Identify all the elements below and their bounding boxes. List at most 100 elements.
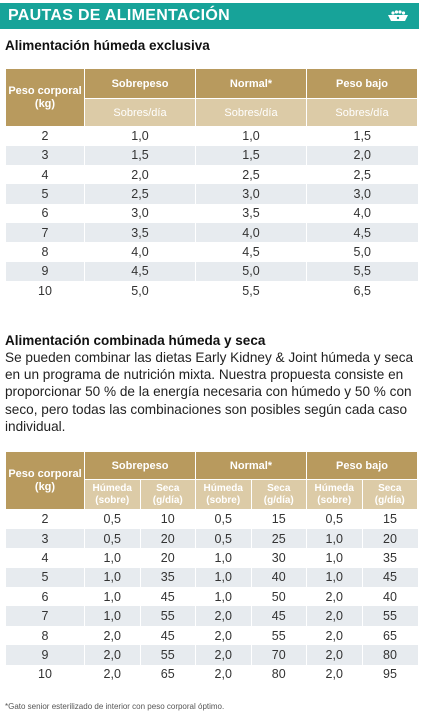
section1-title: Alimentación húmeda exclusiva — [5, 38, 210, 53]
table-cell: 0,5 — [84, 509, 140, 529]
table-cell: 1,0 — [306, 567, 362, 588]
table-cell: 6 — [5, 587, 85, 607]
mixed-feeding-table: Peso corporal (kg) Sobrepeso Normal* Pes… — [5, 451, 418, 685]
table-row: 7 3,5 4,0 4,5 — [5, 222, 418, 243]
table-cell: 1,0 — [84, 567, 140, 588]
table-cell: 55 — [250, 625, 307, 646]
group-header: Peso bajo — [306, 451, 418, 480]
table-cell: 2,0 — [195, 625, 251, 646]
table-cell: 35 — [139, 567, 196, 588]
table-cell: 8 — [5, 242, 85, 262]
table-cell: 4,5 — [306, 222, 418, 243]
table-cell: 7 — [5, 222, 85, 243]
sub-header: Sobres/día — [84, 98, 196, 127]
table-cell: 6,5 — [306, 280, 418, 301]
table-cell: 1,0 — [306, 528, 362, 549]
table-cell: 4,0 — [306, 203, 418, 223]
table-cell: 2,5 — [306, 165, 418, 185]
footnote: *Gato senior esterilizado de interior co… — [5, 702, 225, 711]
table-cell: 0,5 — [195, 528, 251, 549]
sub-header: Sobres/día — [195, 98, 307, 127]
group-header: Peso bajo — [306, 68, 418, 99]
table-row: 9 2,0 55 2,0 70 2,0 80 — [5, 645, 418, 665]
table-cell: 45 — [139, 625, 196, 646]
wet-feeding-table: Peso corporal (kg) Sobrepeso Normal* Pes… — [5, 68, 418, 301]
table-row: 6 1,0 45 1,0 50 2,0 40 — [5, 587, 418, 607]
table-cell: 5,0 — [195, 261, 307, 281]
table-cell: 3,5 — [195, 203, 307, 223]
table-cell: 40 — [250, 567, 307, 588]
table-cell: 70 — [250, 645, 307, 665]
table-cell: 20 — [361, 528, 418, 549]
sub-header: Húmeda (sobre) — [306, 479, 363, 510]
table-cell: 80 — [361, 645, 418, 665]
sub-header: Seca (g/día) — [139, 479, 196, 510]
table-row: 6 3,0 3,5 4,0 — [5, 203, 418, 223]
section2-paragraph: Se pueden combinar las dietas Early Kidn… — [5, 350, 414, 434]
table-cell: 3,0 — [195, 184, 307, 204]
table-cell: 2,0 — [195, 645, 251, 665]
table-cell: 2,0 — [306, 606, 362, 626]
table-cell: 2,0 — [306, 587, 362, 607]
table-cell: 1,5 — [84, 145, 196, 166]
table-cell: 2,0 — [306, 145, 418, 166]
table-cell: 40 — [361, 587, 418, 607]
table-cell: 1,0 — [195, 548, 251, 568]
table-row: 3 0,5 20 0,5 25 1,0 20 — [5, 528, 418, 549]
table-row: 7 1,0 55 2,0 45 2,0 55 — [5, 606, 418, 626]
table-cell: 2,5 — [84, 184, 196, 204]
table-cell: 20 — [139, 528, 196, 549]
table-cell: 15 — [250, 509, 307, 529]
table-cell: 2,0 — [195, 664, 251, 685]
table-cell: 0,5 — [84, 528, 140, 549]
table-cell: 0,5 — [306, 509, 362, 529]
group-header: Sobrepeso — [84, 451, 196, 480]
table-cell: 4,0 — [84, 242, 196, 262]
table-row: 3 1,5 1,5 2,0 — [5, 145, 418, 166]
table-cell: 3 — [5, 145, 85, 166]
table-cell: 2,0 — [306, 625, 362, 646]
sub-header: Sobres/día — [306, 98, 418, 127]
table-cell: 1,0 — [306, 548, 362, 568]
table-row: 4 1,0 20 1,0 30 1,0 35 — [5, 548, 418, 568]
table-cell: 80 — [250, 664, 307, 685]
table-cell: 2 — [5, 126, 85, 146]
table-row: 5 2,5 3,0 3,0 — [5, 184, 418, 204]
table-cell: 55 — [361, 606, 418, 626]
table-cell: 45 — [139, 587, 196, 607]
table-row: 10 2,0 65 2,0 80 2,0 95 — [5, 664, 418, 685]
table-cell: 5,0 — [306, 242, 418, 262]
table-cell: 95 — [361, 664, 418, 685]
table-cell: 4,5 — [84, 261, 196, 281]
table-cell: 55 — [139, 645, 196, 665]
table-cell: 2,5 — [195, 165, 307, 185]
table-row: 8 4,0 4,5 5,0 — [5, 242, 418, 262]
table-cell: 2,0 — [84, 625, 140, 646]
table-cell: 3,0 — [84, 203, 196, 223]
group-header: Normal* — [195, 68, 307, 99]
sub-header: Seca (g/día) — [361, 479, 418, 510]
table-cell: 3,5 — [84, 222, 196, 243]
table-cell: 30 — [250, 548, 307, 568]
table-cell: 2,0 — [195, 606, 251, 626]
table-cell: 1,0 — [84, 126, 196, 146]
table-cell: 2,0 — [84, 664, 140, 685]
table-cell: 20 — [139, 548, 196, 568]
cat-food-bowl-icon — [387, 8, 409, 24]
table-cell: 5,5 — [306, 261, 418, 281]
table-row: 8 2,0 45 2,0 55 2,0 65 — [5, 625, 418, 646]
section2-title: Alimentación combinada húmeda y seca — [5, 333, 266, 348]
table-cell: 4,5 — [195, 242, 307, 262]
table-cell: 1,0 — [84, 587, 140, 607]
table-cell: 0,5 — [195, 509, 251, 529]
table-cell: 4 — [5, 165, 85, 185]
table-cell: 1,5 — [306, 126, 418, 146]
table-cell: 2,0 — [84, 165, 196, 185]
table-row: 2 1,0 1,0 1,5 — [5, 126, 418, 146]
table-cell: 10 — [5, 664, 85, 685]
table-cell: 45 — [361, 567, 418, 588]
table-cell: 5,0 — [84, 280, 196, 301]
col-peso-header: Peso corporal (kg) — [5, 451, 85, 510]
table-cell: 4,0 — [195, 222, 307, 243]
table-cell: 3,0 — [306, 184, 418, 204]
